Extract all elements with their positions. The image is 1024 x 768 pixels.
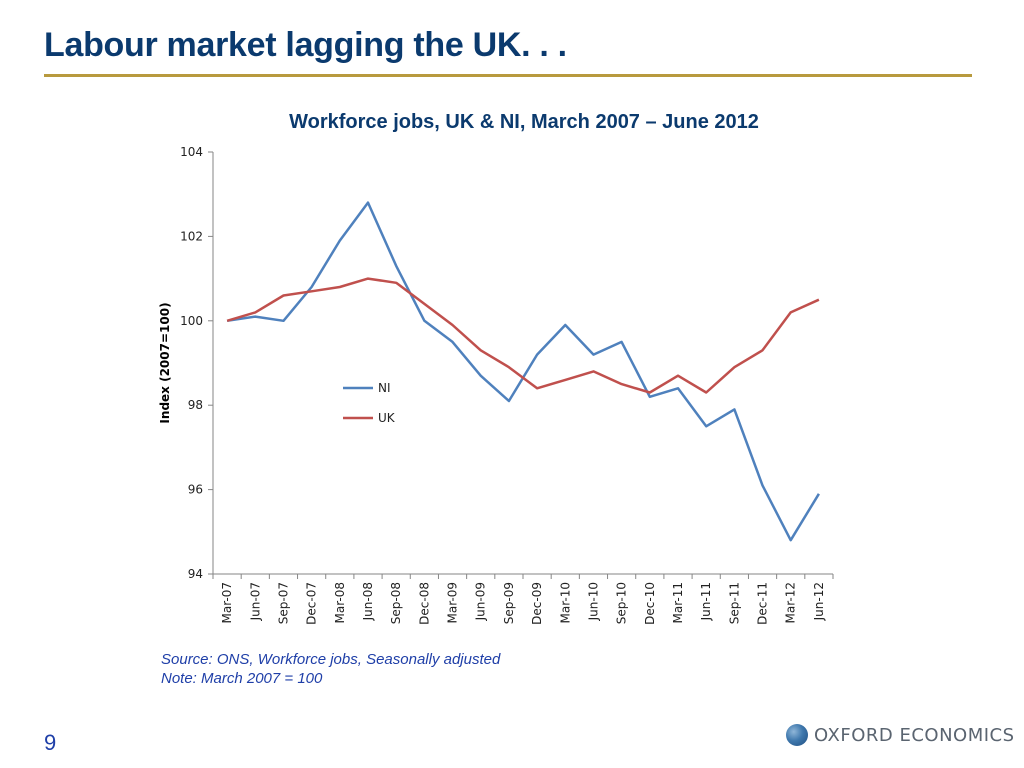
- legend-label-uk: UK: [378, 411, 396, 425]
- x-tick-label: Sep-08: [389, 582, 403, 624]
- y-axis-label: Index (2007=100): [158, 302, 172, 423]
- x-tick-label: Sep-09: [502, 582, 516, 624]
- x-tick-label: Mar-07: [220, 582, 234, 623]
- y-tick-label: 102: [180, 229, 203, 243]
- x-tick-label: Sep-11: [727, 582, 741, 624]
- chart-legend: NI UK: [343, 381, 396, 425]
- y-tick-label: 96: [188, 483, 203, 497]
- brand-logo: OXFORD ECONOMICS: [786, 722, 1015, 748]
- x-axis-ticks: Mar-07 Jun-07 Sep-07 Dec-07 Mar-08 Jun-08 Sep-…: [212, 574, 834, 625]
- slide-title: Labour market lagging the UK. . .: [44, 26, 567, 64]
- x-tick-label: Dec-09: [530, 582, 544, 625]
- chart-title: Workforce jobs, UK & NI, March 2007 – Ju…: [289, 111, 759, 133]
- y-tick-label: 100: [180, 314, 203, 328]
- y-tick-label: 94: [188, 567, 203, 581]
- x-tick-label: Mar-09: [446, 582, 460, 623]
- x-tick-label: Sep-07: [276, 582, 290, 624]
- y-tick-label: 104: [180, 145, 203, 159]
- y-axis-ticks: 94 96 98 100 102 104: [180, 145, 213, 581]
- x-tick-label: Mar-08: [333, 582, 347, 623]
- x-tick-label: Dec-08: [417, 582, 431, 625]
- source-note: Source: ONS, Workforce jobs, Seasonally …: [161, 650, 500, 688]
- x-tick-label: Mar-11: [671, 582, 685, 623]
- legend-label-ni: NI: [378, 381, 391, 395]
- x-tick-label: Dec-10: [643, 582, 657, 625]
- globe-icon: [786, 724, 808, 746]
- x-tick-label: Mar-12: [784, 582, 798, 623]
- y-tick-label: 98: [188, 398, 203, 412]
- page-number: 9: [44, 730, 57, 755]
- x-tick-label: Jun-07: [248, 582, 262, 621]
- brand-name: OXFORD ECONOMICS: [814, 724, 1015, 746]
- title-divider: [44, 74, 972, 77]
- chart-series: [226, 201, 820, 542]
- x-tick-label: Jun-11: [699, 582, 713, 621]
- series-line-uk: [226, 277, 820, 394]
- source-line: Source: ONS, Workforce jobs, Seasonally …: [161, 651, 501, 668]
- x-tick-label: Mar-10: [558, 582, 572, 623]
- x-tick-label: Dec-07: [305, 582, 319, 625]
- x-tick-label: Jun-09: [474, 582, 488, 621]
- x-tick-label: Sep-10: [615, 582, 629, 624]
- note-line: Note: March 2007 = 100: [161, 670, 323, 687]
- x-tick-label: Jun-12: [812, 582, 826, 621]
- x-tick-label: Dec-11: [756, 582, 770, 625]
- x-tick-label: Jun-08: [361, 582, 375, 621]
- x-tick-label: Jun-10: [586, 582, 600, 621]
